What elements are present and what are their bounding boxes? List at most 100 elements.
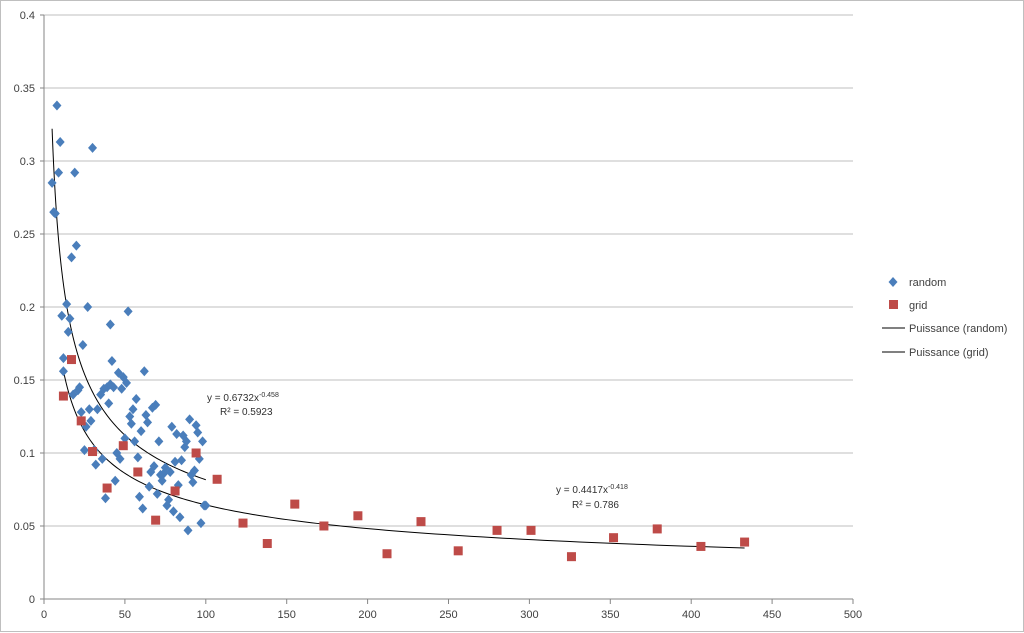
trendline-r2: R² = 0.786 xyxy=(572,500,619,511)
trendlines xyxy=(51,128,745,549)
point-random xyxy=(165,466,175,477)
x-tick-label: 100 xyxy=(197,609,215,621)
point-grid xyxy=(526,525,536,535)
point-random xyxy=(57,310,67,321)
point-random xyxy=(177,455,187,466)
x-tick-label: 300 xyxy=(520,609,538,621)
legend-marker-random xyxy=(888,277,898,287)
point-grid xyxy=(151,515,161,525)
point-grid xyxy=(170,486,180,496)
point-grid xyxy=(67,355,77,365)
legend-label-trend-grid: Puissance (grid) xyxy=(909,347,988,359)
point-grid xyxy=(238,518,248,528)
x-tick-label: 450 xyxy=(763,609,781,621)
y-tick-label: 0.4 xyxy=(20,10,35,22)
point-random xyxy=(62,299,72,310)
trendline-puissance-random- xyxy=(51,128,206,481)
point-random xyxy=(154,436,164,447)
y-tick-label: 0.35 xyxy=(14,83,35,95)
point-grid xyxy=(118,441,128,451)
point-random xyxy=(70,167,80,178)
trendline-r2: R² = 0.5923 xyxy=(220,407,273,418)
point-random xyxy=(104,398,114,409)
point-grid xyxy=(58,391,68,401)
x-tick-label: 500 xyxy=(844,609,862,621)
point-random xyxy=(128,404,138,415)
point-random xyxy=(122,377,132,388)
point-grid xyxy=(740,537,750,547)
point-grid xyxy=(290,499,300,509)
point-random xyxy=(130,436,140,447)
point-random xyxy=(109,382,119,393)
point-random xyxy=(88,142,98,153)
legend: random grid Puissance (random) Puissance (g… xyxy=(882,277,1007,359)
point-random xyxy=(125,411,135,422)
point-random xyxy=(164,494,174,505)
point-random xyxy=(47,177,57,188)
x-tick-label: 0 xyxy=(41,609,47,621)
point-random xyxy=(79,445,89,456)
point-random xyxy=(185,414,195,425)
point-random xyxy=(131,393,141,404)
point-random xyxy=(191,420,201,431)
point-random xyxy=(167,421,177,432)
y-tick-label: 0.2 xyxy=(20,302,35,314)
trendline-equation: y = 0.4417x-0.418 xyxy=(556,484,628,496)
point-random xyxy=(78,339,88,350)
point-grid xyxy=(76,416,86,426)
axes: 0 0.05 0.1 0.15 0.2 0.25 0.3 0.35 0.4 0 50 100 150 20… xyxy=(14,10,863,621)
point-random xyxy=(71,240,81,251)
legend-marker-grid xyxy=(889,300,898,309)
point-grid xyxy=(382,549,392,559)
y-tick-label: 0.1 xyxy=(20,448,35,460)
data-points xyxy=(47,100,750,562)
point-random xyxy=(139,366,149,377)
point-random xyxy=(67,252,77,263)
point-random xyxy=(172,429,182,440)
point-grid xyxy=(191,448,201,458)
gridlines xyxy=(44,14,853,600)
point-random xyxy=(126,418,136,429)
y-tick-label: 0.05 xyxy=(14,521,35,533)
point-random xyxy=(133,452,143,463)
point-random xyxy=(54,167,64,178)
point-random xyxy=(117,383,127,394)
point-random xyxy=(144,481,154,492)
x-tick-label: 400 xyxy=(682,609,700,621)
point-random xyxy=(152,488,162,499)
point-grid xyxy=(133,467,143,477)
point-random xyxy=(92,404,102,415)
point-random xyxy=(100,493,110,504)
point-random xyxy=(201,500,211,511)
point-random xyxy=(143,417,153,428)
y-tick-label: 0.25 xyxy=(14,229,35,241)
point-random xyxy=(188,477,198,488)
point-random xyxy=(149,461,159,472)
point-grid xyxy=(453,546,463,556)
equation-base: y = 0.6732x xyxy=(207,393,259,404)
y-tick-label: 0.15 xyxy=(14,375,35,387)
point-random xyxy=(58,366,68,377)
point-grid xyxy=(319,521,329,531)
equation-exponent: -0.458 xyxy=(259,392,279,399)
point-random xyxy=(136,426,146,437)
point-random xyxy=(50,208,60,219)
point-random xyxy=(181,436,191,447)
point-random xyxy=(75,382,85,393)
point-random xyxy=(170,456,180,467)
point-random xyxy=(58,353,68,364)
point-random xyxy=(84,404,94,415)
point-random xyxy=(65,313,75,324)
point-random xyxy=(196,518,206,529)
x-tick-label: 350 xyxy=(601,609,619,621)
trendline-equations: y = 0.6732x-0.458 R² = 0.5923 y = 0.4417x-… xyxy=(207,392,628,511)
point-grid xyxy=(416,517,426,527)
y-tick-label: 0 xyxy=(29,594,35,606)
point-grid xyxy=(609,533,619,543)
point-random xyxy=(83,302,93,312)
point-random xyxy=(141,410,151,421)
point-random xyxy=(168,506,178,517)
point-random xyxy=(105,319,115,330)
